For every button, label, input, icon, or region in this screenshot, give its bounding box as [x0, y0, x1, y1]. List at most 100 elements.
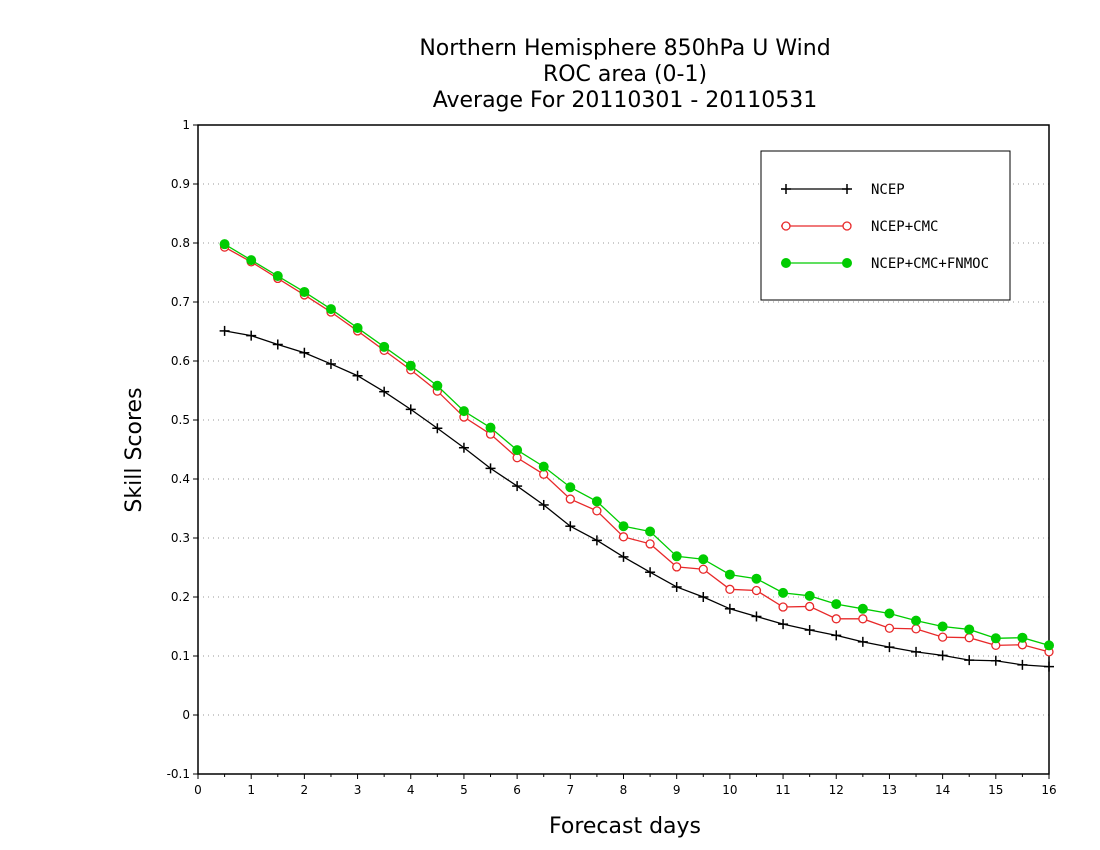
data-point — [1017, 632, 1028, 643]
x-tick-label: 0 — [194, 783, 202, 797]
legend-item: NCEP+CMC — [781, 219, 938, 235]
y-tick-label: 0.7 — [171, 295, 190, 309]
x-tick-label: 8 — [620, 783, 628, 797]
x-tick-label: 3 — [354, 783, 362, 797]
y-tick-label: 0.6 — [171, 354, 190, 368]
data-point — [964, 655, 975, 666]
data-point — [857, 636, 868, 647]
data-point — [937, 650, 948, 661]
x-tick-label: 12 — [829, 783, 844, 797]
data-point — [672, 562, 682, 572]
series-ncep — [219, 325, 1054, 672]
data-point — [671, 581, 682, 592]
data-point — [379, 341, 390, 352]
data-point — [858, 614, 868, 624]
data-point — [778, 587, 789, 598]
data-point — [698, 554, 709, 565]
x-tick-label: 1 — [247, 783, 255, 797]
data-point — [778, 602, 788, 612]
chart-title: Northern Hemisphere 850hPa U Wind — [419, 36, 831, 61]
data-point — [538, 461, 549, 472]
data-point — [911, 624, 921, 634]
x-tick-label: 15 — [988, 783, 1003, 797]
plot-frame — [197, 124, 1050, 775]
data-point — [805, 601, 815, 612]
data-point — [645, 567, 656, 578]
y-tick-label: 1 — [182, 118, 190, 132]
y-tick-label: -0.1 — [167, 767, 190, 781]
data-point — [485, 422, 496, 433]
data-point — [458, 406, 469, 417]
data-point — [618, 521, 629, 532]
x-axis-title: Forecast days — [549, 814, 701, 839]
legend-marker — [842, 184, 852, 194]
data-point — [565, 521, 576, 532]
y-tick-label: 0.4 — [171, 472, 190, 486]
legend-marker — [781, 221, 791, 231]
x-tick-label: 5 — [460, 783, 468, 797]
data-point — [1017, 659, 1028, 670]
legend-marker — [842, 258, 852, 268]
data-point — [937, 632, 948, 642]
x-tick-label: 6 — [513, 783, 521, 797]
y-tick-label: 0.5 — [171, 413, 190, 427]
y-tick-label: 0 — [182, 708, 190, 722]
data-point — [724, 569, 735, 580]
data-point — [645, 526, 656, 537]
data-point — [272, 271, 283, 282]
axes: -0.100.10.20.30.40.50.60.70.80.910 1 2 3 4 5 6… — [167, 118, 1057, 797]
chart-date-range: Average For 20110301 - 20110531 — [432, 88, 818, 113]
data-point — [379, 386, 390, 397]
legend-label: NCEP+CMC — [871, 219, 938, 235]
data-point — [325, 304, 336, 315]
data-point — [512, 481, 523, 492]
data-point — [618, 551, 629, 562]
data-point — [911, 615, 922, 626]
data-point — [591, 496, 602, 507]
data-point — [698, 592, 709, 602]
data-point — [246, 330, 257, 341]
series-ncep-cmc-fnmoc — [219, 239, 1054, 651]
data-point — [671, 551, 682, 562]
data-point — [724, 603, 735, 614]
data-point — [964, 624, 975, 635]
data-point — [804, 625, 815, 636]
data-point — [831, 614, 841, 624]
data-point — [884, 608, 895, 619]
series-line — [224, 330, 1050, 668]
data-point — [831, 630, 842, 641]
data-point — [964, 633, 974, 643]
data-point — [911, 646, 922, 657]
data-point — [937, 621, 948, 632]
data-point — [219, 325, 230, 336]
data-point — [804, 590, 815, 601]
data-point — [565, 482, 576, 493]
legend-marker — [781, 258, 791, 268]
data-point — [990, 633, 1001, 644]
data-point — [352, 322, 363, 333]
series-line — [224, 243, 1050, 647]
data-point — [432, 423, 443, 434]
data-point — [565, 494, 575, 504]
data-point — [299, 347, 310, 358]
data-point — [512, 445, 523, 456]
data-point — [831, 599, 842, 610]
data-point — [884, 623, 895, 633]
y-tick-label: 0.1 — [171, 649, 190, 663]
data-point — [352, 370, 363, 381]
legend-marker — [781, 184, 791, 194]
legend-item: NCEP — [781, 182, 905, 198]
series-layer — [219, 239, 1054, 672]
chart-title-block: Northern Hemisphere 850hPa U Wind ROC ar… — [200, 36, 1050, 114]
data-point — [751, 573, 762, 584]
x-tick-label: 13 — [882, 783, 897, 797]
data-point — [405, 404, 416, 415]
x-tick-label: 7 — [566, 783, 574, 797]
legend-label: NCEP — [871, 182, 905, 198]
data-point — [751, 611, 762, 622]
data-point — [884, 642, 895, 653]
x-tick-label: 4 — [407, 783, 415, 797]
data-point — [246, 255, 257, 266]
data-point — [405, 360, 416, 371]
